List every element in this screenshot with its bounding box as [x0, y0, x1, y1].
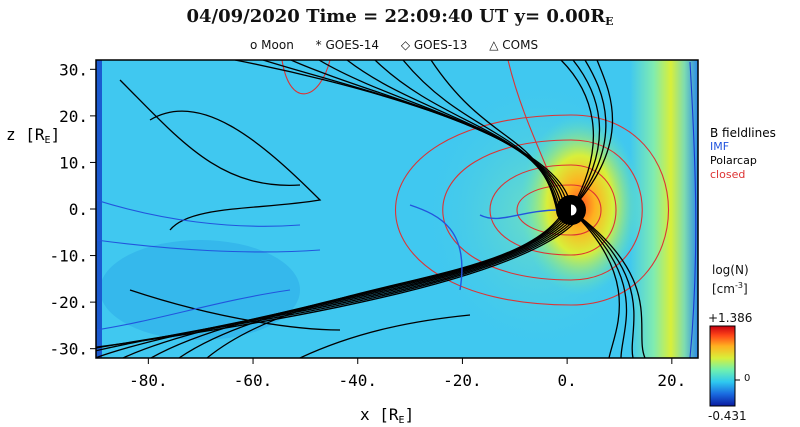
colorbar — [709, 325, 736, 407]
polarcap-fieldline — [234, 60, 569, 197]
imf-fieldline — [479, 209, 561, 220]
spacecraft-marker-legend: o Moon * GOES-14 ◇ GOES-13 △ COMS — [250, 38, 556, 52]
legend-item-closed: closed — [710, 168, 746, 181]
imf-fieldline — [409, 204, 463, 291]
chart-title: 04/09/2020 Time = 22:09:40 UT y= 0.00RE — [0, 6, 800, 28]
left-edge-band — [96, 60, 102, 358]
legend-item-polarcap: Polarcap — [710, 154, 757, 167]
y-tick-label: -30. — [49, 340, 88, 359]
colorbar-zero-label: 0 — [744, 373, 751, 384]
marker-coms: △ COMS — [489, 38, 539, 52]
polarcap-fieldline — [96, 200, 583, 358]
polarcap-fieldline — [570, 209, 620, 358]
closed-fieldline — [507, 60, 561, 201]
bow-shock-band — [630, 60, 698, 358]
lobe-low-density — [100, 240, 300, 340]
density-map — [96, 60, 698, 358]
field-lines — [96, 60, 697, 358]
closed-fieldline — [516, 184, 602, 236]
title-date: 04/09/2020 — [186, 6, 300, 27]
y-axis: 30. 20. 10. 0. -10. -20. -30. — [49, 60, 96, 359]
title-y: y= 0.00R — [514, 6, 606, 27]
polarcap-fieldline — [570, 60, 601, 211]
earth-nightside — [565, 204, 571, 216]
polarcap-fieldline — [570, 60, 614, 211]
y-tick-label: 20. — [59, 107, 88, 126]
earth-marker — [556, 195, 586, 225]
imf-fieldline — [96, 239, 321, 253]
y-tick-label: 0. — [69, 200, 88, 219]
x-tick-label: -20. — [443, 371, 482, 390]
x-tick-label: -60. — [234, 371, 273, 390]
y-tick-label: -20. — [49, 293, 88, 312]
x-tick-label: 20. — [657, 371, 686, 390]
marker-goes14: * GOES-14 — [315, 38, 379, 52]
colorbar-unit: [cm-3] — [712, 281, 748, 296]
polarcap-fieldline — [119, 79, 301, 186]
marker-goes13: ◇ GOES-13 — [400, 38, 468, 52]
polarcap-fieldline — [149, 110, 322, 231]
colorbar-min: -0.431 — [708, 409, 747, 423]
title-ut: UT — [479, 6, 509, 27]
polarcap-fieldline — [570, 209, 646, 358]
polarcap-fieldline — [570, 209, 635, 358]
polarcap-fieldline — [374, 60, 559, 207]
x-tick-label: -40. — [338, 371, 377, 390]
y-tick-label: 10. — [59, 153, 88, 172]
closed-fieldline — [394, 114, 670, 306]
polarcap-fieldline — [560, 60, 594, 211]
polarcap-fieldline — [299, 314, 471, 358]
y-tick-label: 30. — [59, 60, 88, 79]
closed-fieldline — [281, 60, 331, 95]
marker-moon: o Moon — [250, 38, 294, 52]
polarcap-fieldline — [206, 195, 572, 358]
polarcap-fieldline — [346, 60, 560, 204]
imf-fieldline — [689, 61, 697, 358]
imf-fieldline — [96, 199, 301, 227]
colorbar-title: log(N) [cm-3] — [712, 262, 749, 297]
x-axis: -80. -60. -40. -20. 0. 20. — [129, 358, 686, 390]
closed-fieldline — [442, 139, 643, 281]
polarcap-fieldline — [129, 289, 341, 331]
colorbar-max: +1.386 — [708, 311, 753, 325]
fieldline-legend: B fieldlines IMF Polarcap closed — [710, 126, 776, 182]
x-tick-label: 0. — [557, 371, 576, 390]
polarcap-fieldline — [178, 196, 575, 358]
legend-item-imf: IMF — [710, 140, 730, 153]
title-time: 22:09:40 — [384, 6, 473, 27]
y-axis-label: z [RE] — [6, 125, 60, 146]
title-y-sub: E — [605, 15, 614, 28]
x-tick-label: -80. — [129, 371, 168, 390]
polarcap-fieldline — [96, 209, 586, 348]
y-tick-label: -10. — [49, 247, 88, 266]
x-axis-label: x [RE] — [360, 405, 414, 426]
closed-fieldline — [489, 164, 617, 256]
imf-fieldline — [96, 289, 291, 331]
polarcap-fieldline — [570, 60, 607, 211]
colorbar-quantity: log(N) — [712, 263, 749, 277]
polarcap-fieldline — [570, 209, 628, 358]
legend-title: B fieldlines — [710, 126, 776, 140]
polarcap-fieldline — [122, 198, 581, 358]
title-time-label: Time = — [306, 6, 379, 27]
polarcap-fieldline — [150, 197, 578, 358]
